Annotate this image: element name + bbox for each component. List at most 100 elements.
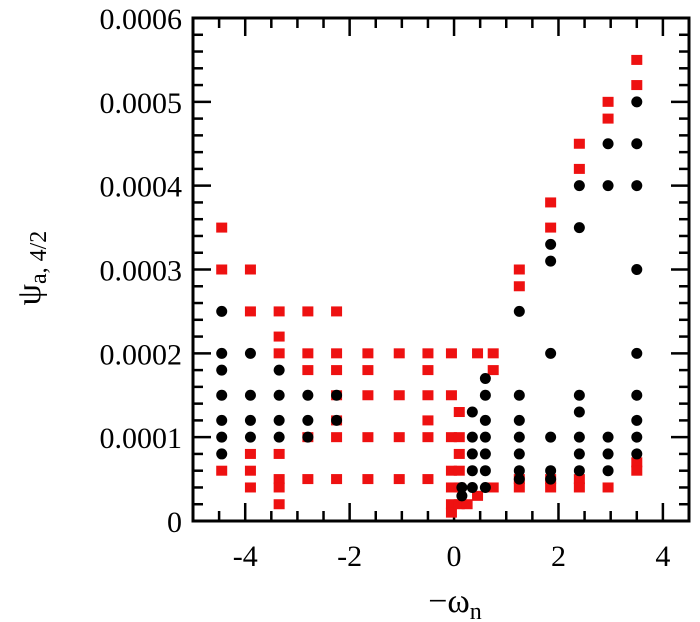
black-circle-point (456, 481, 468, 493)
y-tick-label: 0 (167, 506, 182, 539)
black-circle-point (302, 431, 314, 443)
black-circle-point (244, 347, 256, 359)
black-circle-point (466, 431, 478, 443)
red-square-point (631, 80, 643, 91)
red-square-point (244, 264, 256, 275)
red-square-point (445, 432, 457, 443)
red-square-point (573, 474, 585, 485)
red-square-point (302, 474, 314, 485)
red-square-point (445, 499, 457, 510)
black-circle-point (602, 138, 614, 150)
red-square-point (273, 499, 285, 510)
red-square-point (445, 482, 457, 493)
red-square-point (487, 482, 499, 493)
black-circle-point (602, 448, 614, 460)
red-square-point (453, 448, 465, 459)
black-circle-point (302, 389, 314, 401)
red-square-point (273, 331, 285, 342)
black-circle-point (513, 305, 525, 317)
black-circle-point (479, 448, 491, 460)
black-circle-point (573, 389, 585, 401)
black-circle-point (479, 481, 491, 493)
red-square-point (273, 448, 285, 459)
black-circle-point (631, 389, 643, 401)
red-square-point (545, 482, 557, 493)
red-square-point (631, 465, 643, 476)
red-square-point (273, 306, 285, 317)
y-tick-label: 0.0004 (100, 171, 183, 204)
black-circle-point (631, 448, 643, 460)
black-circle-point (631, 180, 643, 192)
black-circle-point (631, 138, 643, 150)
red-square-point (331, 474, 343, 485)
black-circle-point (331, 414, 343, 426)
red-square-point (244, 465, 256, 476)
black-circle-point (545, 465, 557, 477)
red-square-point (513, 482, 525, 493)
black-circle-point (479, 389, 491, 401)
axis-ticks (191, 16, 691, 523)
red-square-point (461, 499, 473, 510)
black-circle-point (631, 431, 643, 443)
red-square-point (216, 222, 228, 233)
x-tick-label: -4 (233, 540, 258, 573)
red-square-point (513, 264, 525, 275)
red-square-point (545, 222, 557, 233)
red-square-point (487, 348, 499, 359)
red-square-point (216, 465, 228, 476)
black-circle-point (244, 414, 256, 426)
red-square-point (393, 348, 405, 359)
red-square-point (472, 348, 484, 359)
red-square-point (573, 163, 585, 174)
red-square-point (362, 474, 374, 485)
black-circle-point (302, 414, 314, 426)
black-circle-point (216, 431, 228, 443)
red-square-point (487, 365, 499, 376)
red-square-point (573, 482, 585, 493)
black-circle-point (216, 448, 228, 460)
y-tick-label: 0.0005 (100, 87, 183, 120)
black-circle-point (466, 481, 478, 493)
black-circle-point (244, 431, 256, 443)
black-circle-point (545, 238, 557, 250)
red-square-point (631, 457, 643, 468)
black-circle-point (573, 448, 585, 460)
y-tick-label: 0.0001 (100, 422, 183, 455)
black-circle-point (466, 406, 478, 418)
red-square-point (602, 96, 614, 107)
data-points (216, 54, 643, 518)
red-square-point (472, 490, 484, 501)
red-square-point (362, 432, 374, 443)
black-circle-point (602, 180, 614, 192)
x-tick-label: 4 (655, 540, 670, 573)
red-square-point (331, 432, 343, 443)
black-circle-point (479, 431, 491, 443)
black-circle-point (573, 406, 585, 418)
x-tick-label: -2 (337, 540, 362, 573)
tick-labels: -4 -2 0 2 4 0 0.0001 0.0002 0.0003 0.0004 0.0005 0.… (100, 3, 671, 573)
black-circle-point (456, 490, 468, 502)
red-square-point (362, 390, 374, 401)
black-circle-point (479, 465, 491, 477)
black-circle-point (631, 347, 643, 359)
black-circle-point (545, 431, 557, 443)
y-axis-label: ψa, 4/2 (11, 231, 52, 306)
red-square-point (445, 348, 457, 359)
red-square-point (445, 465, 457, 476)
red-square-point (331, 348, 343, 359)
red-square-point (453, 432, 465, 443)
black-circle-point (545, 347, 557, 359)
black-circle-point (513, 473, 525, 485)
red-square-point (302, 306, 314, 317)
black-circle-point (513, 431, 525, 443)
red-square-point (216, 264, 228, 275)
black-circle-point (631, 264, 643, 275)
red-square-point (422, 348, 434, 359)
red-square-point (393, 474, 405, 485)
red-square-point (453, 407, 465, 418)
black-circle-point (273, 414, 285, 426)
black-circle-point (479, 414, 491, 426)
red-square-point (573, 138, 585, 149)
red-square-point (445, 507, 457, 518)
